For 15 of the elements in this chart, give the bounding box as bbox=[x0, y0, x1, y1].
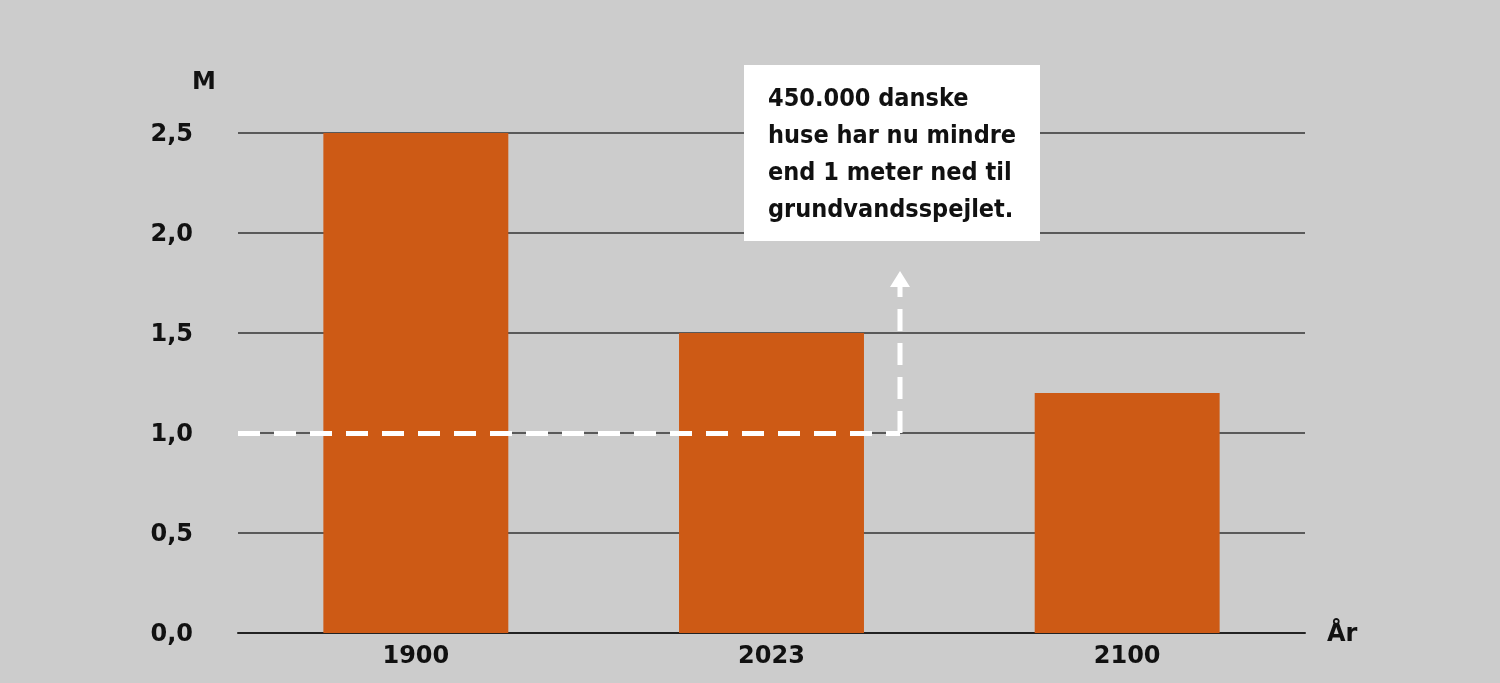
bar bbox=[1034, 393, 1220, 633]
x-tick-label: 2100 bbox=[1093, 641, 1161, 669]
x-tick-label: 2023 bbox=[738, 641, 805, 669]
y-tick-label: 0,0 bbox=[150, 619, 193, 647]
annotation: 450.000 danske huse har nu mindre end 1 meter ned til grundvandsspejlet. bbox=[744, 65, 1041, 241]
y-tick-label: 2,5 bbox=[150, 119, 193, 147]
y-tick-label: 1,0 bbox=[150, 419, 193, 447]
x-tick-label: 1900 bbox=[382, 641, 450, 669]
x-axis-title: År bbox=[1327, 618, 1358, 647]
y-tick-label: 0,5 bbox=[150, 519, 193, 547]
bar bbox=[679, 333, 864, 633]
y-axis-title: M bbox=[192, 67, 216, 95]
y-tick-label: 2,0 bbox=[150, 219, 193, 247]
bar bbox=[323, 133, 509, 633]
y-tick-label: 1,5 bbox=[150, 319, 193, 347]
